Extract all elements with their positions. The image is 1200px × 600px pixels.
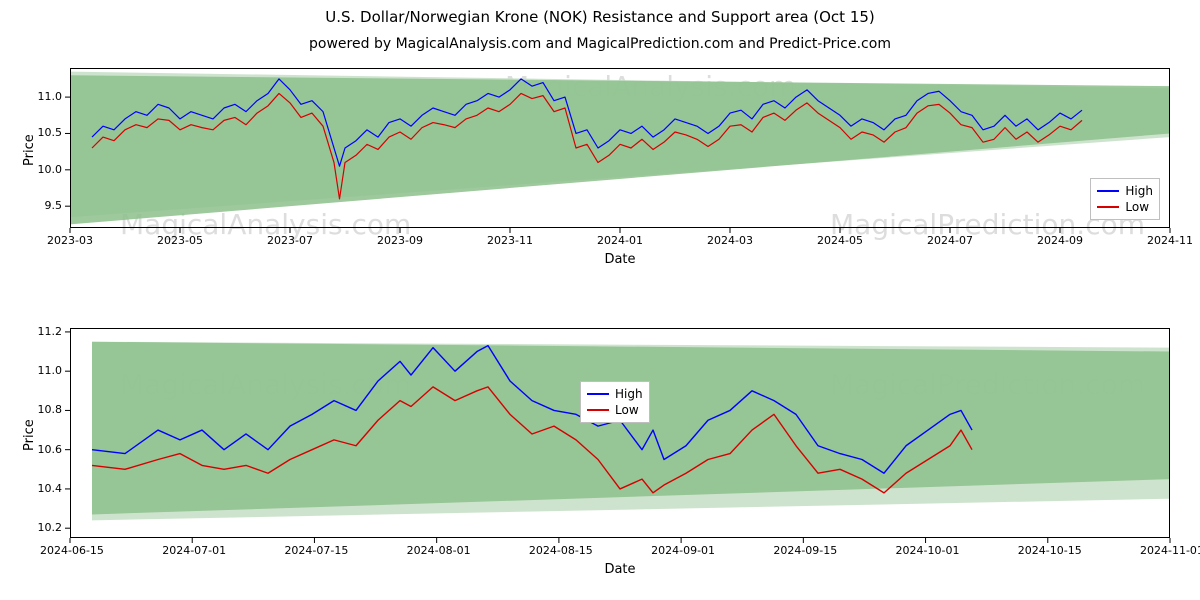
chart-top: MagicalAnalysis.com MagicalAnalysis.com … — [70, 68, 1170, 228]
chart-subtitle: powered by MagicalAnalysis.com and Magic… — [0, 36, 1200, 52]
x-tick-label: 2024-08-01 — [407, 544, 467, 557]
x-axis-label: Date — [70, 562, 1170, 577]
legend-label-low: Low — [615, 402, 639, 418]
legend-label-high: High — [615, 386, 643, 402]
legend-label-high: High — [1125, 183, 1153, 199]
x-axis-label: Date — [70, 252, 1170, 267]
y-tick-label: 10.6 — [38, 443, 63, 456]
legend-swatch-high — [587, 393, 609, 395]
y-tick-label: 10.0 — [38, 163, 63, 176]
x-tick-label: 2024-11 — [1140, 234, 1200, 247]
y-tick-label: 10.8 — [38, 403, 63, 416]
x-tick-label: 2024-10-15 — [1018, 544, 1078, 557]
y-tick-label: 11.0 — [38, 90, 63, 103]
x-tick-label: 2024-11-01 — [1140, 544, 1200, 557]
legend-label-low: Low — [1125, 199, 1149, 215]
legend-swatch-high — [1097, 190, 1119, 192]
y-axis-label: Price — [22, 419, 37, 451]
x-tick-label: 2023-11 — [480, 234, 540, 247]
x-tick-label: 2024-05 — [810, 234, 870, 247]
x-tick-label: 2023-07 — [260, 234, 320, 247]
legend: High Low — [1090, 178, 1160, 220]
x-tick-label: 2024-07-15 — [284, 544, 344, 557]
x-tick-label: 2023-05 — [150, 234, 210, 247]
y-tick-label: 11.0 — [38, 364, 63, 377]
x-tick-label: 2024-10-01 — [896, 544, 956, 557]
x-tick-label: 2024-07-01 — [162, 544, 222, 557]
x-tick-label: 2023-03 — [40, 234, 100, 247]
chart-title: U.S. Dollar/Norwegian Krone (NOK) Resist… — [0, 8, 1200, 26]
y-tick-label: 10.5 — [38, 126, 63, 139]
y-tick-label: 11.2 — [38, 325, 63, 338]
x-tick-label: 2024-09 — [1030, 234, 1090, 247]
legend-swatch-low — [1097, 206, 1119, 208]
y-tick-label: 9.5 — [45, 199, 63, 212]
x-tick-label: 2024-08-15 — [529, 544, 589, 557]
legend: High Low — [580, 381, 650, 423]
x-tick-label: 2024-07 — [920, 234, 980, 247]
x-tick-label: 2024-09-15 — [773, 544, 833, 557]
y-axis-label: Price — [22, 134, 37, 166]
x-tick-label: 2024-01 — [590, 234, 650, 247]
x-tick-label: 2024-09-01 — [651, 544, 711, 557]
legend-swatch-low — [587, 409, 609, 411]
x-tick-label: 2024-06-15 — [40, 544, 100, 557]
chart-bottom: MagicalAnalysis.com MagicalPrediction.co… — [70, 328, 1170, 538]
y-tick-label: 10.4 — [38, 482, 63, 495]
x-tick-label: 2024-03 — [700, 234, 760, 247]
y-tick-label: 10.2 — [38, 521, 63, 534]
x-tick-label: 2023-09 — [370, 234, 430, 247]
